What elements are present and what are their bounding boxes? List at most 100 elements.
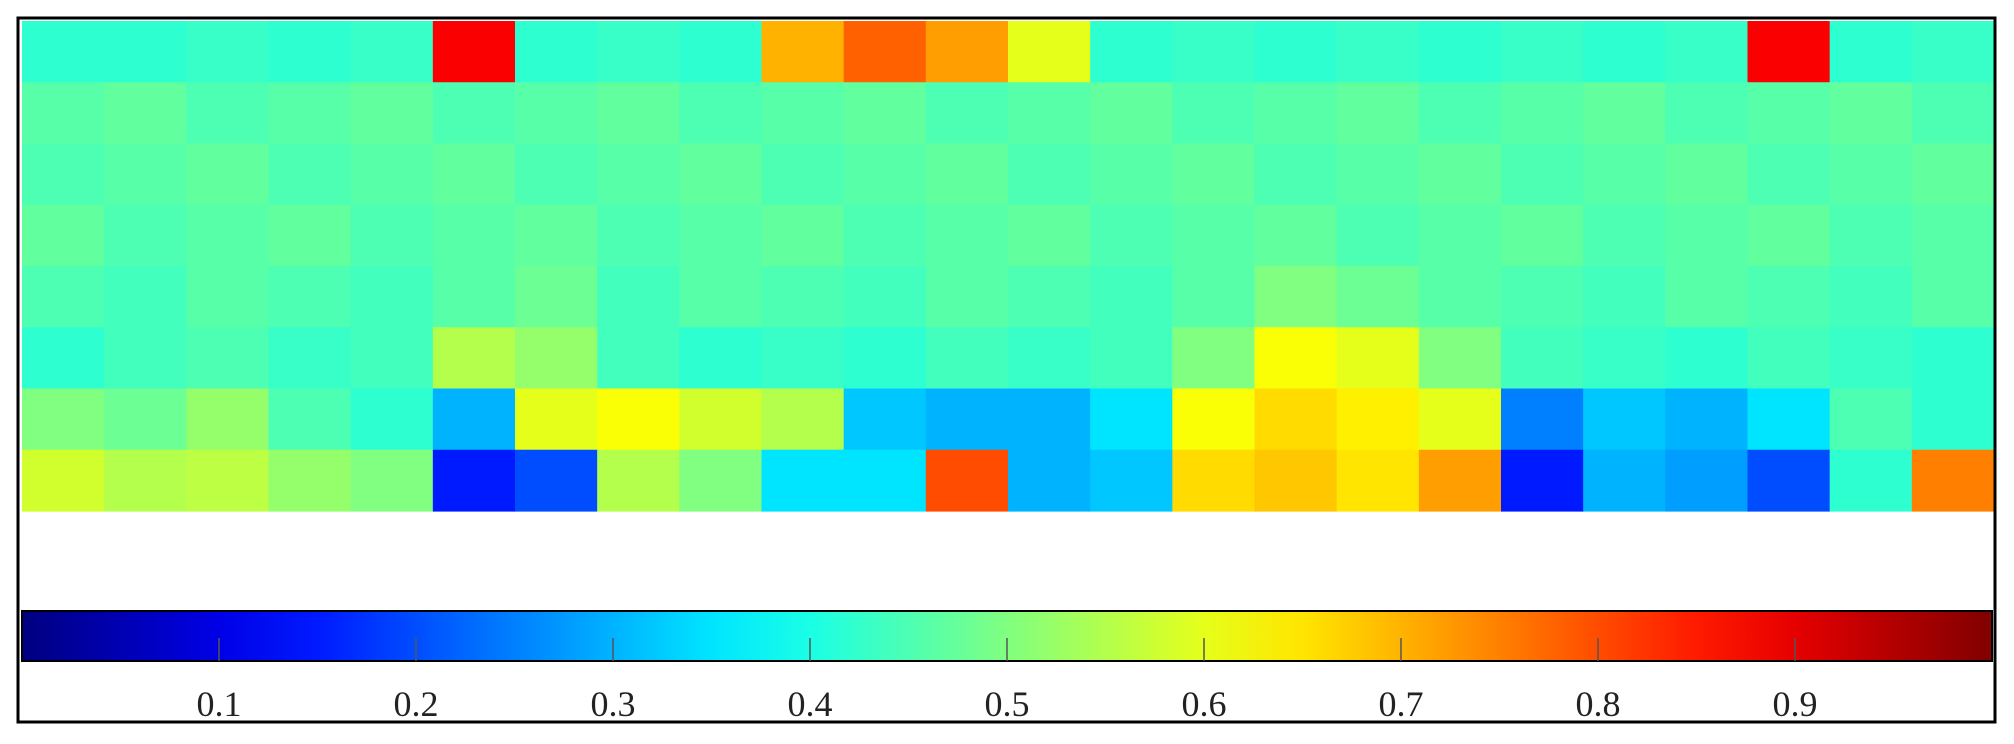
heatmap-cell <box>1829 82 1913 145</box>
heatmap-cell <box>1336 143 1420 206</box>
heatmap-cell <box>104 143 187 206</box>
heatmap-cell <box>1501 449 1584 512</box>
heatmap-cell <box>1829 449 1913 512</box>
heatmap-cell <box>843 388 927 451</box>
heatmap-cell <box>22 143 105 206</box>
frame <box>16 16 1997 724</box>
heatmap-cell <box>350 449 434 512</box>
heatmap-cell <box>1418 388 1502 451</box>
heatmap-cell <box>515 21 598 83</box>
heatmap-cell <box>432 388 516 451</box>
colorbar-tick-label: 0.3 <box>591 684 636 724</box>
heatmap-cell <box>1008 327 1091 390</box>
colorbar-tick-label: 0.2 <box>394 684 439 724</box>
heatmap-cell <box>268 82 352 145</box>
heatmap-cell <box>1665 21 1749 83</box>
heatmap-cell <box>1090 82 1173 145</box>
heatmap-cell <box>104 266 187 328</box>
heatmap-cell <box>268 388 352 451</box>
heatmap-cell <box>22 21 105 83</box>
heatmap-cell <box>1747 204 1831 267</box>
heatmap-cell <box>1747 266 1831 328</box>
heatmap-cell <box>925 266 1009 328</box>
heatmap-cell <box>843 449 927 512</box>
heatmap-cell <box>1911 204 1995 267</box>
heatmap-cell <box>1829 266 1913 328</box>
heatmap-cell <box>186 388 270 451</box>
heatmap-cell <box>1583 21 1666 83</box>
heatmap-cell <box>1747 449 1831 512</box>
colorbar-tick-label: 0.1 <box>197 684 242 724</box>
heatmap-cell <box>843 143 927 206</box>
heatmap-cell <box>268 449 352 512</box>
heatmap-cell <box>1747 327 1831 390</box>
heatmap-cell <box>1501 143 1584 206</box>
heatmap-cell <box>1829 204 1913 267</box>
heatmap-cell <box>1583 327 1666 390</box>
heatmap-cell <box>1747 143 1831 206</box>
heatmap-cell <box>1829 327 1913 390</box>
heatmap-cell <box>515 143 598 206</box>
heatmap-cell <box>350 21 434 83</box>
heatmap-cell <box>761 204 845 267</box>
heatmap-cell <box>1172 143 1256 206</box>
heatmap-cell <box>1665 143 1749 206</box>
heatmap-cell <box>1747 82 1831 145</box>
heatmap-cell <box>843 204 927 267</box>
heatmap-cell <box>1829 21 1913 83</box>
heatmap-cell <box>1090 21 1173 83</box>
heatmap-cell <box>1665 388 1749 451</box>
colorbar-tick-label: 0.8 <box>1576 684 1621 724</box>
heatmap-cell <box>1583 204 1666 267</box>
heatmap-cell <box>104 82 187 145</box>
heatmap-cell <box>843 21 927 83</box>
heatmap-cell <box>1747 21 1831 83</box>
heatmap-cell <box>1172 82 1256 145</box>
heatmap-cell <box>1583 82 1666 145</box>
heatmap-cell <box>350 327 434 390</box>
heatmap <box>22 21 1995 512</box>
heatmap-cell <box>1172 327 1256 390</box>
heatmap-cell <box>1008 204 1091 267</box>
heatmap-cell <box>1911 388 1995 451</box>
heatmap-cell <box>597 143 680 206</box>
heatmap-cell <box>1911 21 1995 83</box>
heatmap-cell <box>1336 204 1420 267</box>
heatmap-cell <box>1501 82 1584 145</box>
heatmap-cell <box>1583 388 1666 451</box>
heatmap-cell <box>1172 266 1256 328</box>
heatmap-cell <box>1008 388 1091 451</box>
heatmap-cell <box>1665 266 1749 328</box>
heatmap-cell <box>597 388 680 451</box>
heatmap-cell <box>1090 143 1173 206</box>
heatmap-cell <box>1090 204 1173 267</box>
heatmap-cell <box>350 204 434 267</box>
heatmap-cell <box>1418 449 1502 512</box>
heatmap-cell <box>597 21 680 83</box>
heatmap-cell <box>597 82 680 145</box>
heatmap-cell <box>186 204 270 267</box>
heatmap-cell <box>1254 204 1338 267</box>
heatmap-cell <box>1336 266 1420 328</box>
heatmap-cell <box>1829 388 1913 451</box>
heatmap-cell <box>104 388 187 451</box>
heatmap-cell <box>1501 388 1584 451</box>
heatmap-cell <box>1172 449 1256 512</box>
heatmap-cell <box>925 21 1009 83</box>
heatmap-cell <box>679 449 763 512</box>
heatmap-cell <box>1090 388 1173 451</box>
heatmap-cell <box>761 449 845 512</box>
colorbar-tick-label: 0.7 <box>1379 684 1424 724</box>
heatmap-cell <box>104 204 187 267</box>
heatmap-cell <box>1172 21 1256 83</box>
heatmap-cell <box>22 327 105 390</box>
heatmap-cell <box>1172 388 1256 451</box>
heatmap-cell <box>186 21 270 83</box>
heatmap-cell <box>1418 204 1502 267</box>
heatmap-cell <box>1336 327 1420 390</box>
heatmap-cell <box>1583 143 1666 206</box>
heatmap-cell <box>186 449 270 512</box>
heatmap-cell <box>1008 449 1091 512</box>
heatmap-cell <box>104 327 187 390</box>
heatmap-cell <box>1583 266 1666 328</box>
